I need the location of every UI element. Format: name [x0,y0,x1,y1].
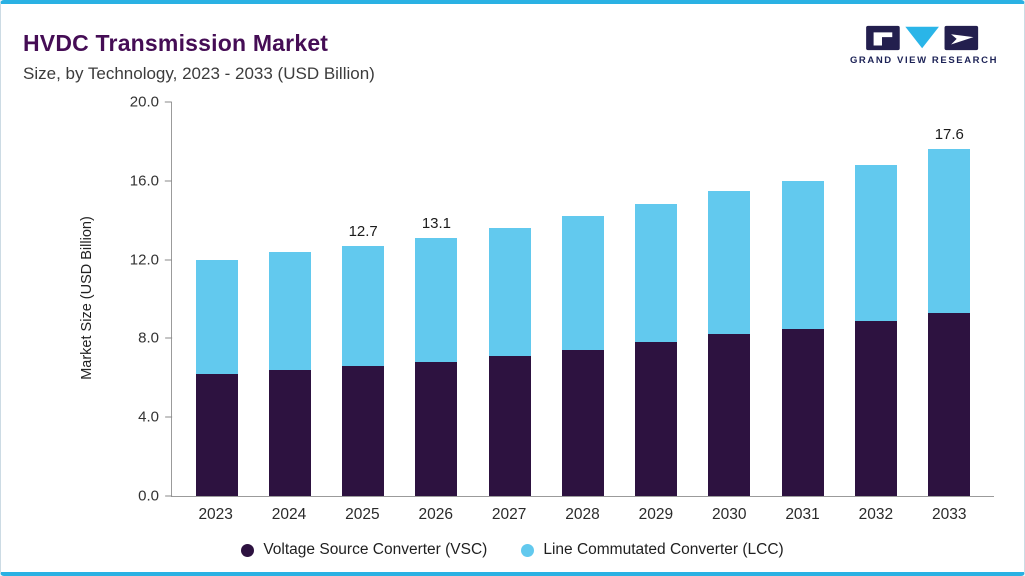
y-tick-mark [165,180,172,182]
bar-segment-lcc [488,228,531,357]
bar-segment-vsc [635,342,678,496]
x-axis-label: 2023 [198,506,233,523]
x-axis-label: 2024 [271,506,307,523]
x-axis-label: 2032 [858,506,894,523]
y-tick-mark [165,259,172,261]
plot-area: 12.7 13.1 17.6 0.0 4.0 8.0 12.0 16.0 20.0 [130,94,994,505]
chart-header: HVDC Transmission Market Size, by Techno… [23,30,375,84]
bar-segment-vsc [781,328,824,496]
bar-group: 13.1 [400,102,473,496]
y-tick-mark [165,337,172,339]
x-axis-label: 2025 [345,506,380,523]
bar-group [620,102,693,496]
grand-view-research-logo: GRAND VIEW RESEARCH [848,24,1000,66]
bar-segment-lcc [342,245,385,366]
y-tick-label: 0.0 [138,487,159,505]
bar-segment-vsc [342,365,385,496]
bars-row: 12.7 13.1 17.6 [172,102,994,496]
x-axis-labels: 2023 2024 2025 2026 2027 2028 2029 2030 2031 2032… [171,506,994,524]
bar-segment-lcc [928,149,971,313]
bar-segment-vsc [561,350,604,496]
y-tick: 20.0 [130,94,172,111]
bar-group [253,102,326,496]
legend-item: Voltage Source Converter (VSC) [241,541,487,559]
legend-label: Voltage Source Converter (VSC) [263,541,488,558]
bar-group: 12.7 [327,102,400,496]
x-axis-label: 2027 [491,506,527,523]
x-axis-label: 2026 [418,506,453,523]
bar-segment-lcc [195,259,238,374]
y-tick-mark [165,101,172,103]
bar-segment-lcc [415,237,458,363]
y-tick-label: 12.0 [129,251,159,269]
bar-segment-lcc [268,251,311,370]
bar-segment-lcc [781,180,824,329]
y-tick: 16.0 [130,172,172,189]
page-subtitle: Size, by Technology, 2023 - 2033 (USD Bi… [23,64,375,83]
bar-segment-vsc [708,334,751,496]
page-title: HVDC Transmission Market [23,30,329,56]
bar-segment-lcc [635,204,678,343]
y-tick: 0.0 [138,488,172,505]
x-axis-label: 2031 [785,506,820,523]
bar-total-label: 13.1 [421,214,452,232]
bar-group [766,102,839,496]
bar-group [180,102,253,496]
bar-segment-lcc [855,165,898,321]
bar-segment-vsc [195,373,238,496]
y-tick: 8.0 [138,330,172,347]
bar-segment-vsc [268,369,311,496]
bar-segment-vsc [415,362,458,496]
bar-segment-lcc [561,216,604,351]
x-axis-label: 2030 [711,506,747,523]
y-tick: 4.0 [138,409,172,426]
logo-mark-icon [866,25,979,51]
legend-dot-icon [241,543,255,557]
logo-text: GRAND VIEW RESEARCH [849,55,999,66]
bar-group [839,102,912,496]
bar-group [546,102,619,496]
legend-dot-icon [521,543,535,557]
legend-item: Line Commutated Converter (LCC) [521,541,784,559]
bar-segment-vsc [855,320,898,496]
x-axis-label: 2033 [932,506,967,523]
bar-group [693,102,766,496]
bar-group [473,102,546,496]
y-axis-title: Market Size (USD Billion) [79,216,95,380]
x-axis-label: 2028 [565,506,600,523]
stacked-bar-chart: 12.7 13.1 17.6 0.0 4.0 8.0 12.0 16.0 20.0 2023 2… [130,94,994,524]
bar-group: 17.6 [913,102,986,496]
y-tick-label: 20.0 [129,93,159,111]
x-axis-label: 2029 [638,506,674,523]
y-tick-label: 4.0 [138,408,159,426]
bar-total-label: 12.7 [348,222,378,240]
y-tick: 12.0 [130,251,172,268]
bar-segment-vsc [928,312,971,496]
bar-segment-lcc [708,190,751,335]
chart-legend: Voltage Source Converter (VSC) Line Commu… [1,541,1024,559]
bar-total-label: 17.6 [934,126,964,144]
y-tick-mark [165,416,172,418]
y-tick-label: 16.0 [129,172,159,190]
legend-label: Line Commutated Converter (LCC) [543,541,784,558]
y-tick-mark [165,495,172,497]
y-tick-label: 8.0 [138,329,159,347]
bar-segment-vsc [488,356,531,496]
